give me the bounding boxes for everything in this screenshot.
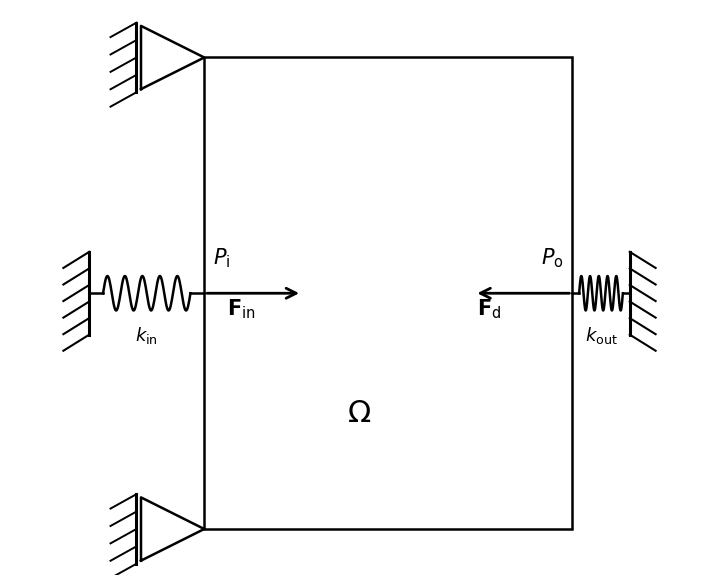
Text: $P_{\mathrm{i}}$: $P_{\mathrm{i}}$ xyxy=(213,247,230,270)
Text: $P_{\mathrm{o}}$: $P_{\mathrm{o}}$ xyxy=(541,247,564,270)
Text: $\Omega$: $\Omega$ xyxy=(347,398,372,430)
Text: $\mathbf{F}_{\mathrm{in}}$: $\mathbf{F}_{\mathrm{in}}$ xyxy=(227,298,256,321)
Text: $\mathbf{F}_{\mathrm{d}}$: $\mathbf{F}_{\mathrm{d}}$ xyxy=(477,298,502,321)
Bar xyxy=(204,58,572,529)
Text: $k_{\mathrm{out}}$: $k_{\mathrm{out}}$ xyxy=(585,325,618,346)
Text: $k_{\mathrm{in}}$: $k_{\mathrm{in}}$ xyxy=(135,325,158,346)
